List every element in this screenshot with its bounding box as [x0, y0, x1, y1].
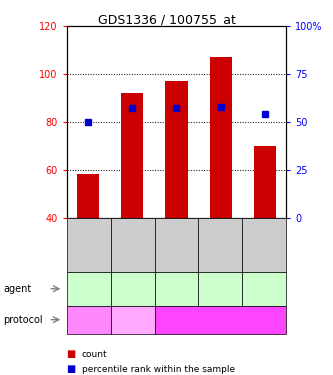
- Text: untreated: untreated: [71, 286, 106, 292]
- Text: anti-TCR: anti-TCR: [118, 286, 147, 292]
- Text: mock: mock: [77, 315, 100, 324]
- Bar: [77, 174, 99, 217]
- Bar: [121, 93, 143, 218]
- Bar: [210, 57, 232, 217]
- Text: ■: ■: [67, 350, 76, 359]
- Text: anti-TCR
+ PKCi: anti-TCR + PKCi: [206, 282, 235, 295]
- Text: GSM43013: GSM43013: [260, 224, 269, 266]
- Text: stimulator
y: stimulator y: [111, 310, 154, 329]
- Text: ■: ■: [67, 364, 76, 374]
- Text: GSM42998: GSM42998: [216, 224, 225, 266]
- Text: GDS1336 / 100755_at: GDS1336 / 100755_at: [98, 13, 235, 26]
- Text: percentile rank within the sample: percentile rank within the sample: [82, 365, 235, 374]
- Bar: [254, 146, 276, 218]
- Text: count: count: [82, 350, 107, 359]
- Bar: [166, 81, 187, 218]
- Text: GSM42997: GSM42997: [172, 224, 181, 266]
- Text: GSM42996: GSM42996: [128, 224, 137, 266]
- Text: inhibitory: inhibitory: [200, 315, 240, 324]
- Text: agent: agent: [3, 284, 32, 294]
- Text: anti-TCR
+ Combo: anti-TCR + Combo: [248, 282, 281, 295]
- Text: anti-TCR
+ CsA: anti-TCR + CsA: [162, 282, 191, 295]
- Text: GSM42991: GSM42991: [84, 224, 93, 266]
- Text: protocol: protocol: [3, 315, 43, 325]
